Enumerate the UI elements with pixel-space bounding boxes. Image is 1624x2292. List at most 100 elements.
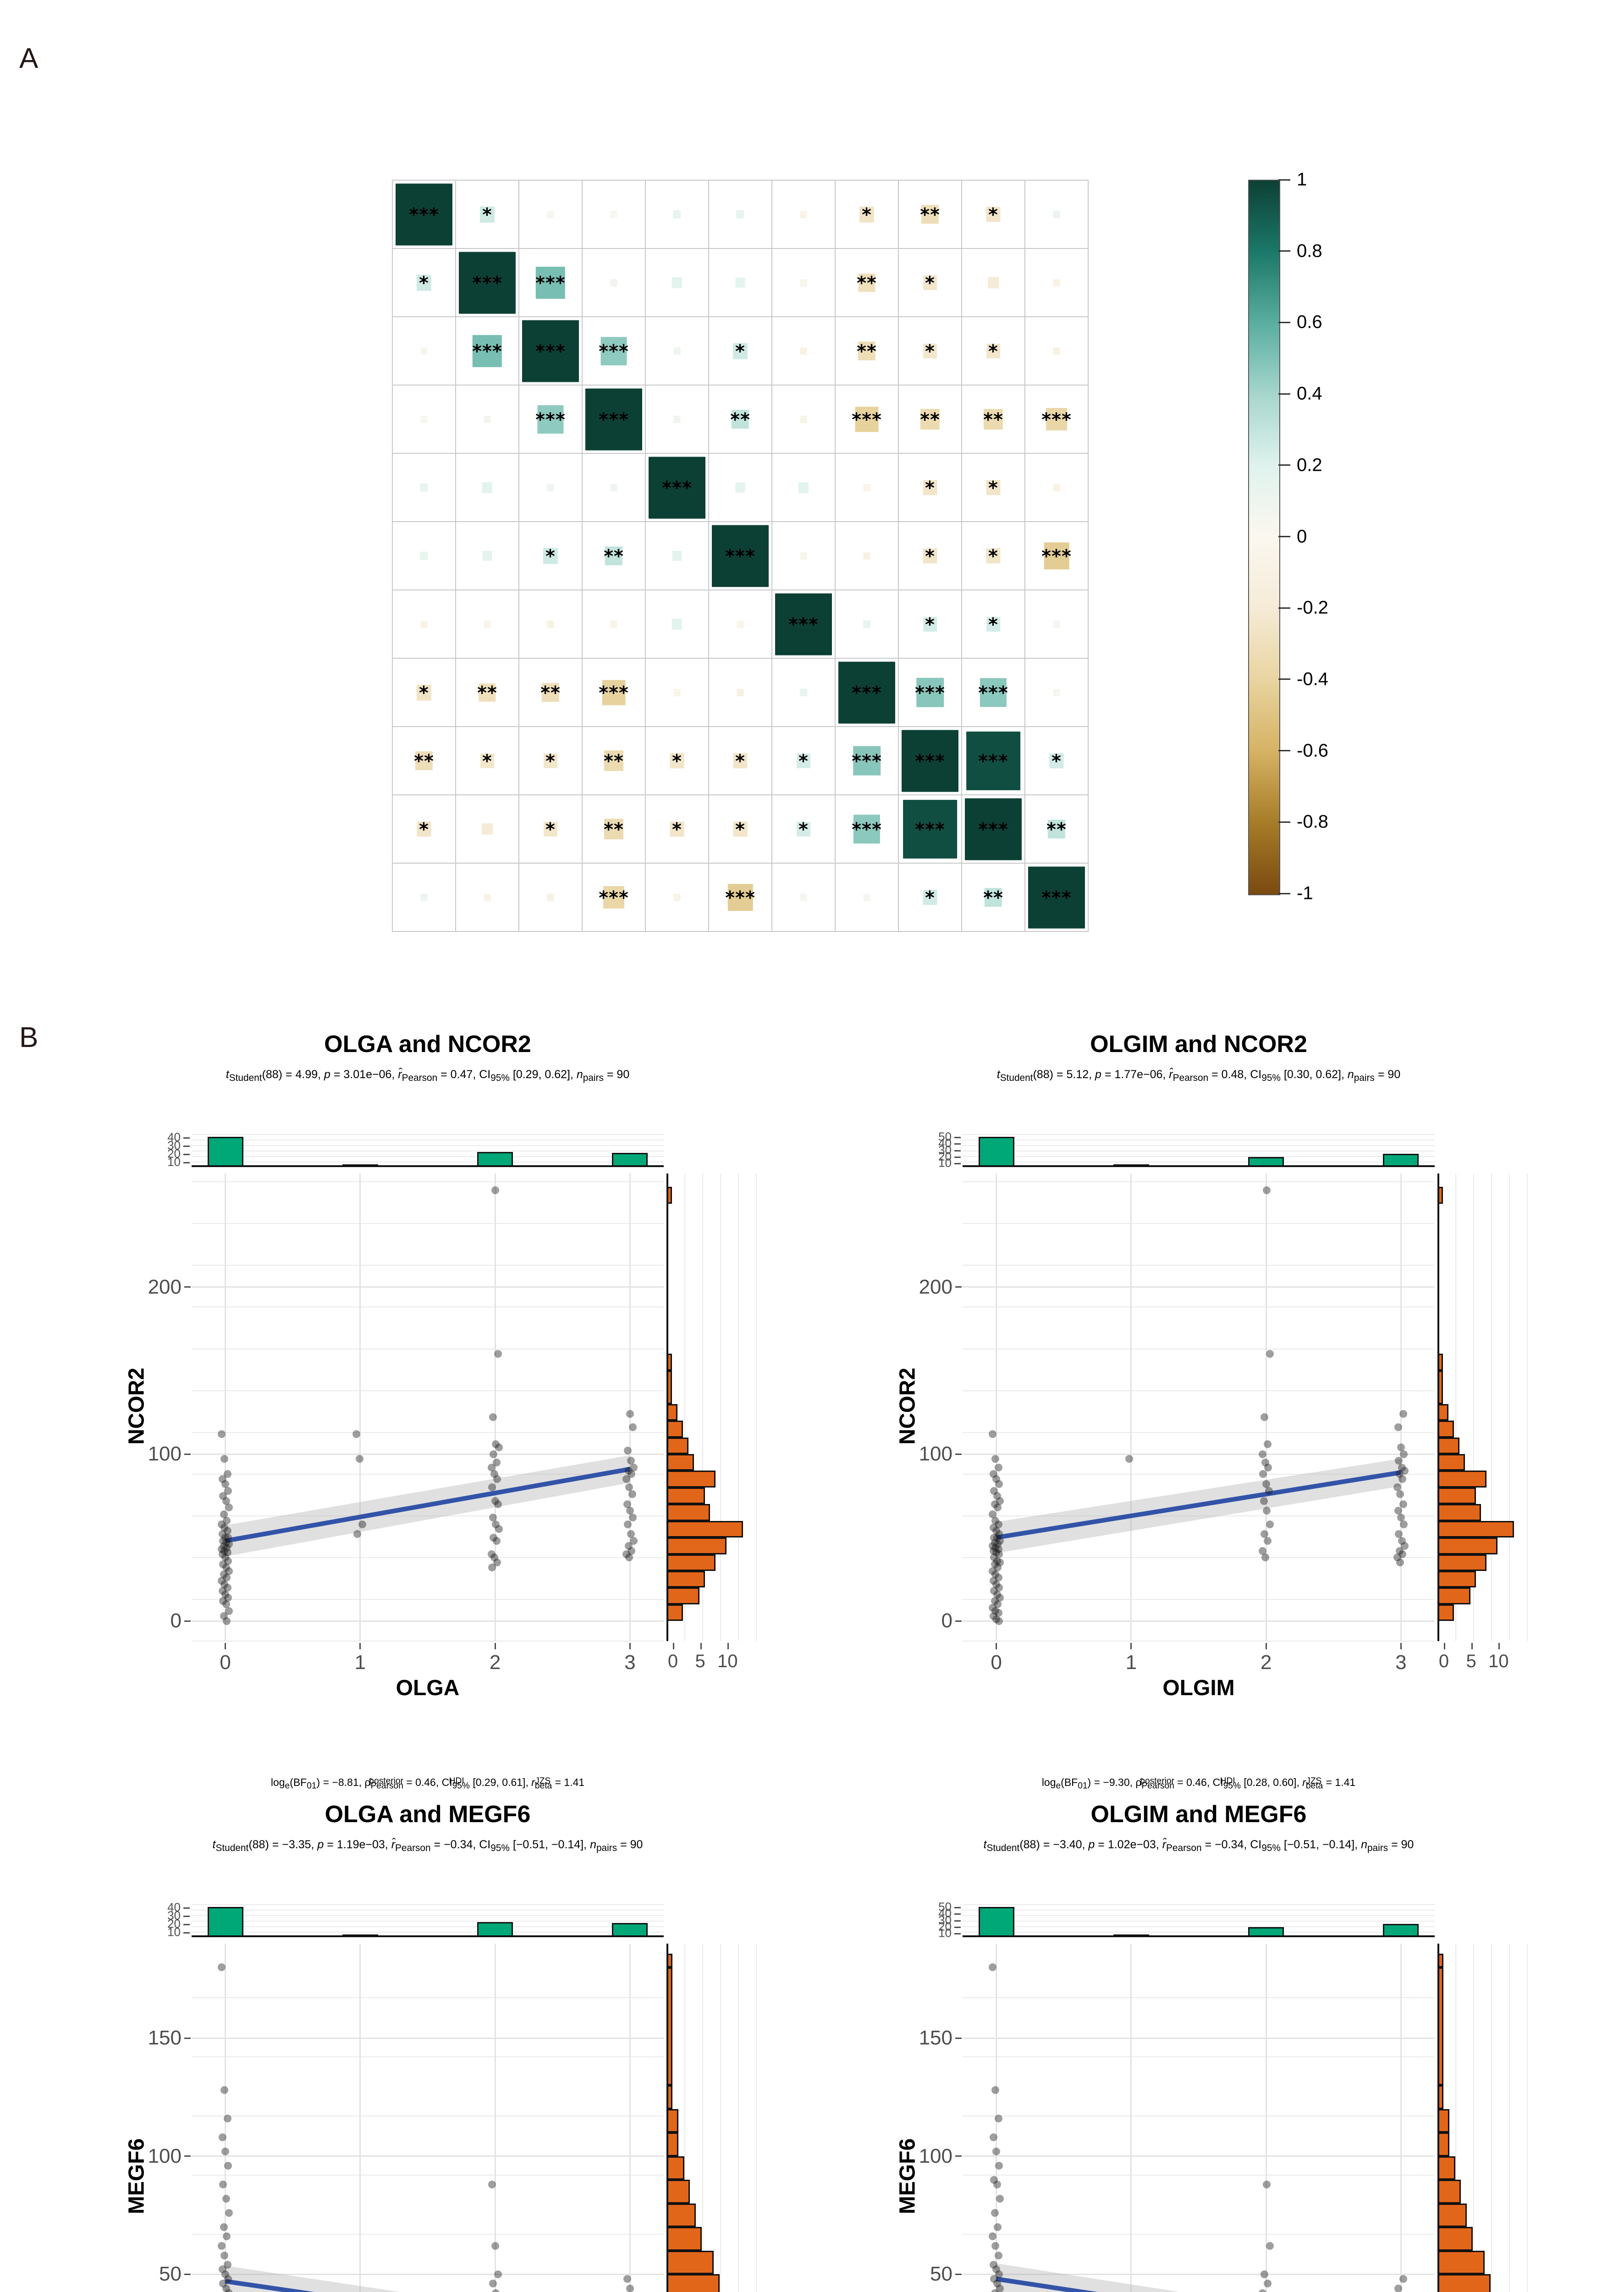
matrix-cell[interactable]	[708, 453, 772, 522]
matrix-cell[interactable]: ***	[898, 658, 962, 727]
matrix-cell[interactable]: **	[961, 385, 1025, 454]
matrix-cell[interactable]: **	[898, 180, 962, 249]
matrix-cell[interactable]	[771, 316, 836, 386]
matrix-cell[interactable]: *	[961, 453, 1025, 522]
matrix-cell[interactable]	[645, 180, 709, 249]
matrix-cell[interactable]	[708, 248, 772, 317]
matrix-cell[interactable]: *	[518, 794, 583, 864]
matrix-cell[interactable]	[455, 521, 519, 590]
matrix-cell[interactable]: ***	[1024, 385, 1089, 454]
matrix-cell[interactable]	[1024, 658, 1089, 727]
matrix-cell[interactable]: ***	[1024, 521, 1089, 590]
matrix-cell[interactable]: ***	[835, 385, 899, 454]
matrix-cell[interactable]: ***	[392, 180, 456, 249]
matrix-cell[interactable]	[392, 863, 456, 932]
scatter-plot-area[interactable]	[192, 1944, 664, 2292]
matrix-cell[interactable]: *	[961, 180, 1025, 249]
matrix-cell[interactable]: ***	[835, 658, 899, 727]
matrix-cell[interactable]	[582, 248, 646, 317]
matrix-cell[interactable]	[835, 863, 899, 932]
matrix-cell[interactable]: *	[708, 794, 772, 864]
matrix-cell[interactable]: **	[898, 385, 962, 454]
matrix-cell[interactable]	[392, 590, 456, 659]
matrix-cell[interactable]: ***	[1024, 863, 1089, 932]
matrix-cell[interactable]	[392, 521, 456, 590]
matrix-cell[interactable]: *	[392, 248, 456, 317]
matrix-cell[interactable]: ***	[582, 658, 646, 727]
matrix-cell[interactable]	[835, 590, 899, 659]
matrix-cell[interactable]: *	[961, 521, 1025, 590]
matrix-cell[interactable]: *	[898, 316, 962, 386]
matrix-cell[interactable]	[645, 658, 709, 727]
matrix-cell[interactable]: **	[1024, 794, 1089, 864]
matrix-cell[interactable]	[518, 863, 583, 932]
matrix-cell[interactable]	[518, 453, 583, 522]
matrix-cell[interactable]	[582, 453, 646, 522]
matrix-cell[interactable]	[771, 453, 836, 522]
matrix-cell[interactable]: ***	[708, 863, 772, 932]
matrix-cell[interactable]: **	[582, 521, 646, 590]
matrix-cell[interactable]: *	[771, 726, 836, 795]
matrix-cell[interactable]	[455, 385, 519, 454]
matrix-cell[interactable]	[645, 863, 709, 932]
matrix-cell[interactable]: **	[392, 726, 456, 795]
matrix-cell[interactable]: ***	[961, 794, 1025, 864]
matrix-cell[interactable]: *	[645, 794, 709, 864]
matrix-cell[interactable]: *	[898, 453, 962, 522]
matrix-cell[interactable]: ***	[518, 385, 583, 454]
matrix-cell[interactable]: *	[898, 590, 962, 659]
matrix-cell[interactable]: *	[961, 316, 1025, 386]
matrix-cell[interactable]	[771, 863, 836, 932]
matrix-cell[interactable]	[582, 180, 646, 249]
matrix-cell[interactable]: **	[835, 316, 899, 386]
matrix-cell[interactable]: ***	[518, 316, 583, 386]
matrix-cell[interactable]	[708, 180, 772, 249]
matrix-cell[interactable]: **	[835, 248, 899, 317]
matrix-cell[interactable]	[961, 248, 1025, 317]
matrix-cell[interactable]: *	[771, 794, 836, 864]
matrix-cell[interactable]	[455, 590, 519, 659]
matrix-cell[interactable]: ***	[645, 453, 709, 522]
matrix-cell[interactable]	[835, 521, 899, 590]
matrix-cell[interactable]: ***	[455, 316, 519, 386]
matrix-cell[interactable]: *	[898, 248, 962, 317]
matrix-cell[interactable]: *	[708, 316, 772, 386]
matrix-cell[interactable]: *	[518, 726, 583, 795]
matrix-cell[interactable]: ***	[835, 794, 899, 864]
matrix-cell[interactable]	[455, 794, 519, 864]
matrix-cell[interactable]: ***	[835, 726, 899, 795]
matrix-cell[interactable]: *	[455, 726, 519, 795]
matrix-cell[interactable]	[582, 590, 646, 659]
matrix-cell[interactable]: *	[898, 521, 962, 590]
scatter-plot-area[interactable]	[963, 1944, 1435, 2292]
matrix-cell[interactable]	[771, 180, 836, 249]
matrix-cell[interactable]: *	[708, 726, 772, 795]
matrix-cell[interactable]: ***	[518, 248, 583, 317]
matrix-cell[interactable]: *	[392, 794, 456, 864]
matrix-cell[interactable]	[1024, 453, 1089, 522]
matrix-cell[interactable]: ***	[455, 248, 519, 317]
matrix-cell[interactable]: ***	[582, 863, 646, 932]
matrix-cell[interactable]: ***	[898, 726, 962, 795]
matrix-cell[interactable]	[708, 590, 772, 659]
matrix-cell[interactable]: *	[835, 180, 899, 249]
matrix-cell[interactable]: *	[1024, 726, 1089, 795]
matrix-cell[interactable]: ***	[898, 794, 962, 864]
matrix-cell[interactable]: ***	[771, 590, 836, 659]
matrix-cell[interactable]	[645, 248, 709, 317]
matrix-cell[interactable]: *	[961, 590, 1025, 659]
matrix-cell[interactable]	[518, 180, 583, 249]
matrix-cell[interactable]	[771, 248, 836, 317]
matrix-cell[interactable]	[1024, 248, 1089, 317]
matrix-cell[interactable]: *	[518, 521, 583, 590]
matrix-cell[interactable]: *	[455, 180, 519, 249]
matrix-cell[interactable]	[645, 385, 709, 454]
matrix-cell[interactable]: ***	[961, 658, 1025, 727]
matrix-cell[interactable]	[1024, 590, 1089, 659]
matrix-cell[interactable]: ***	[582, 316, 646, 386]
matrix-cell[interactable]	[1024, 316, 1089, 386]
matrix-cell[interactable]: **	[582, 794, 646, 864]
matrix-cell[interactable]	[645, 316, 709, 386]
matrix-cell[interactable]	[518, 590, 583, 659]
matrix-cell[interactable]: *	[898, 863, 962, 932]
